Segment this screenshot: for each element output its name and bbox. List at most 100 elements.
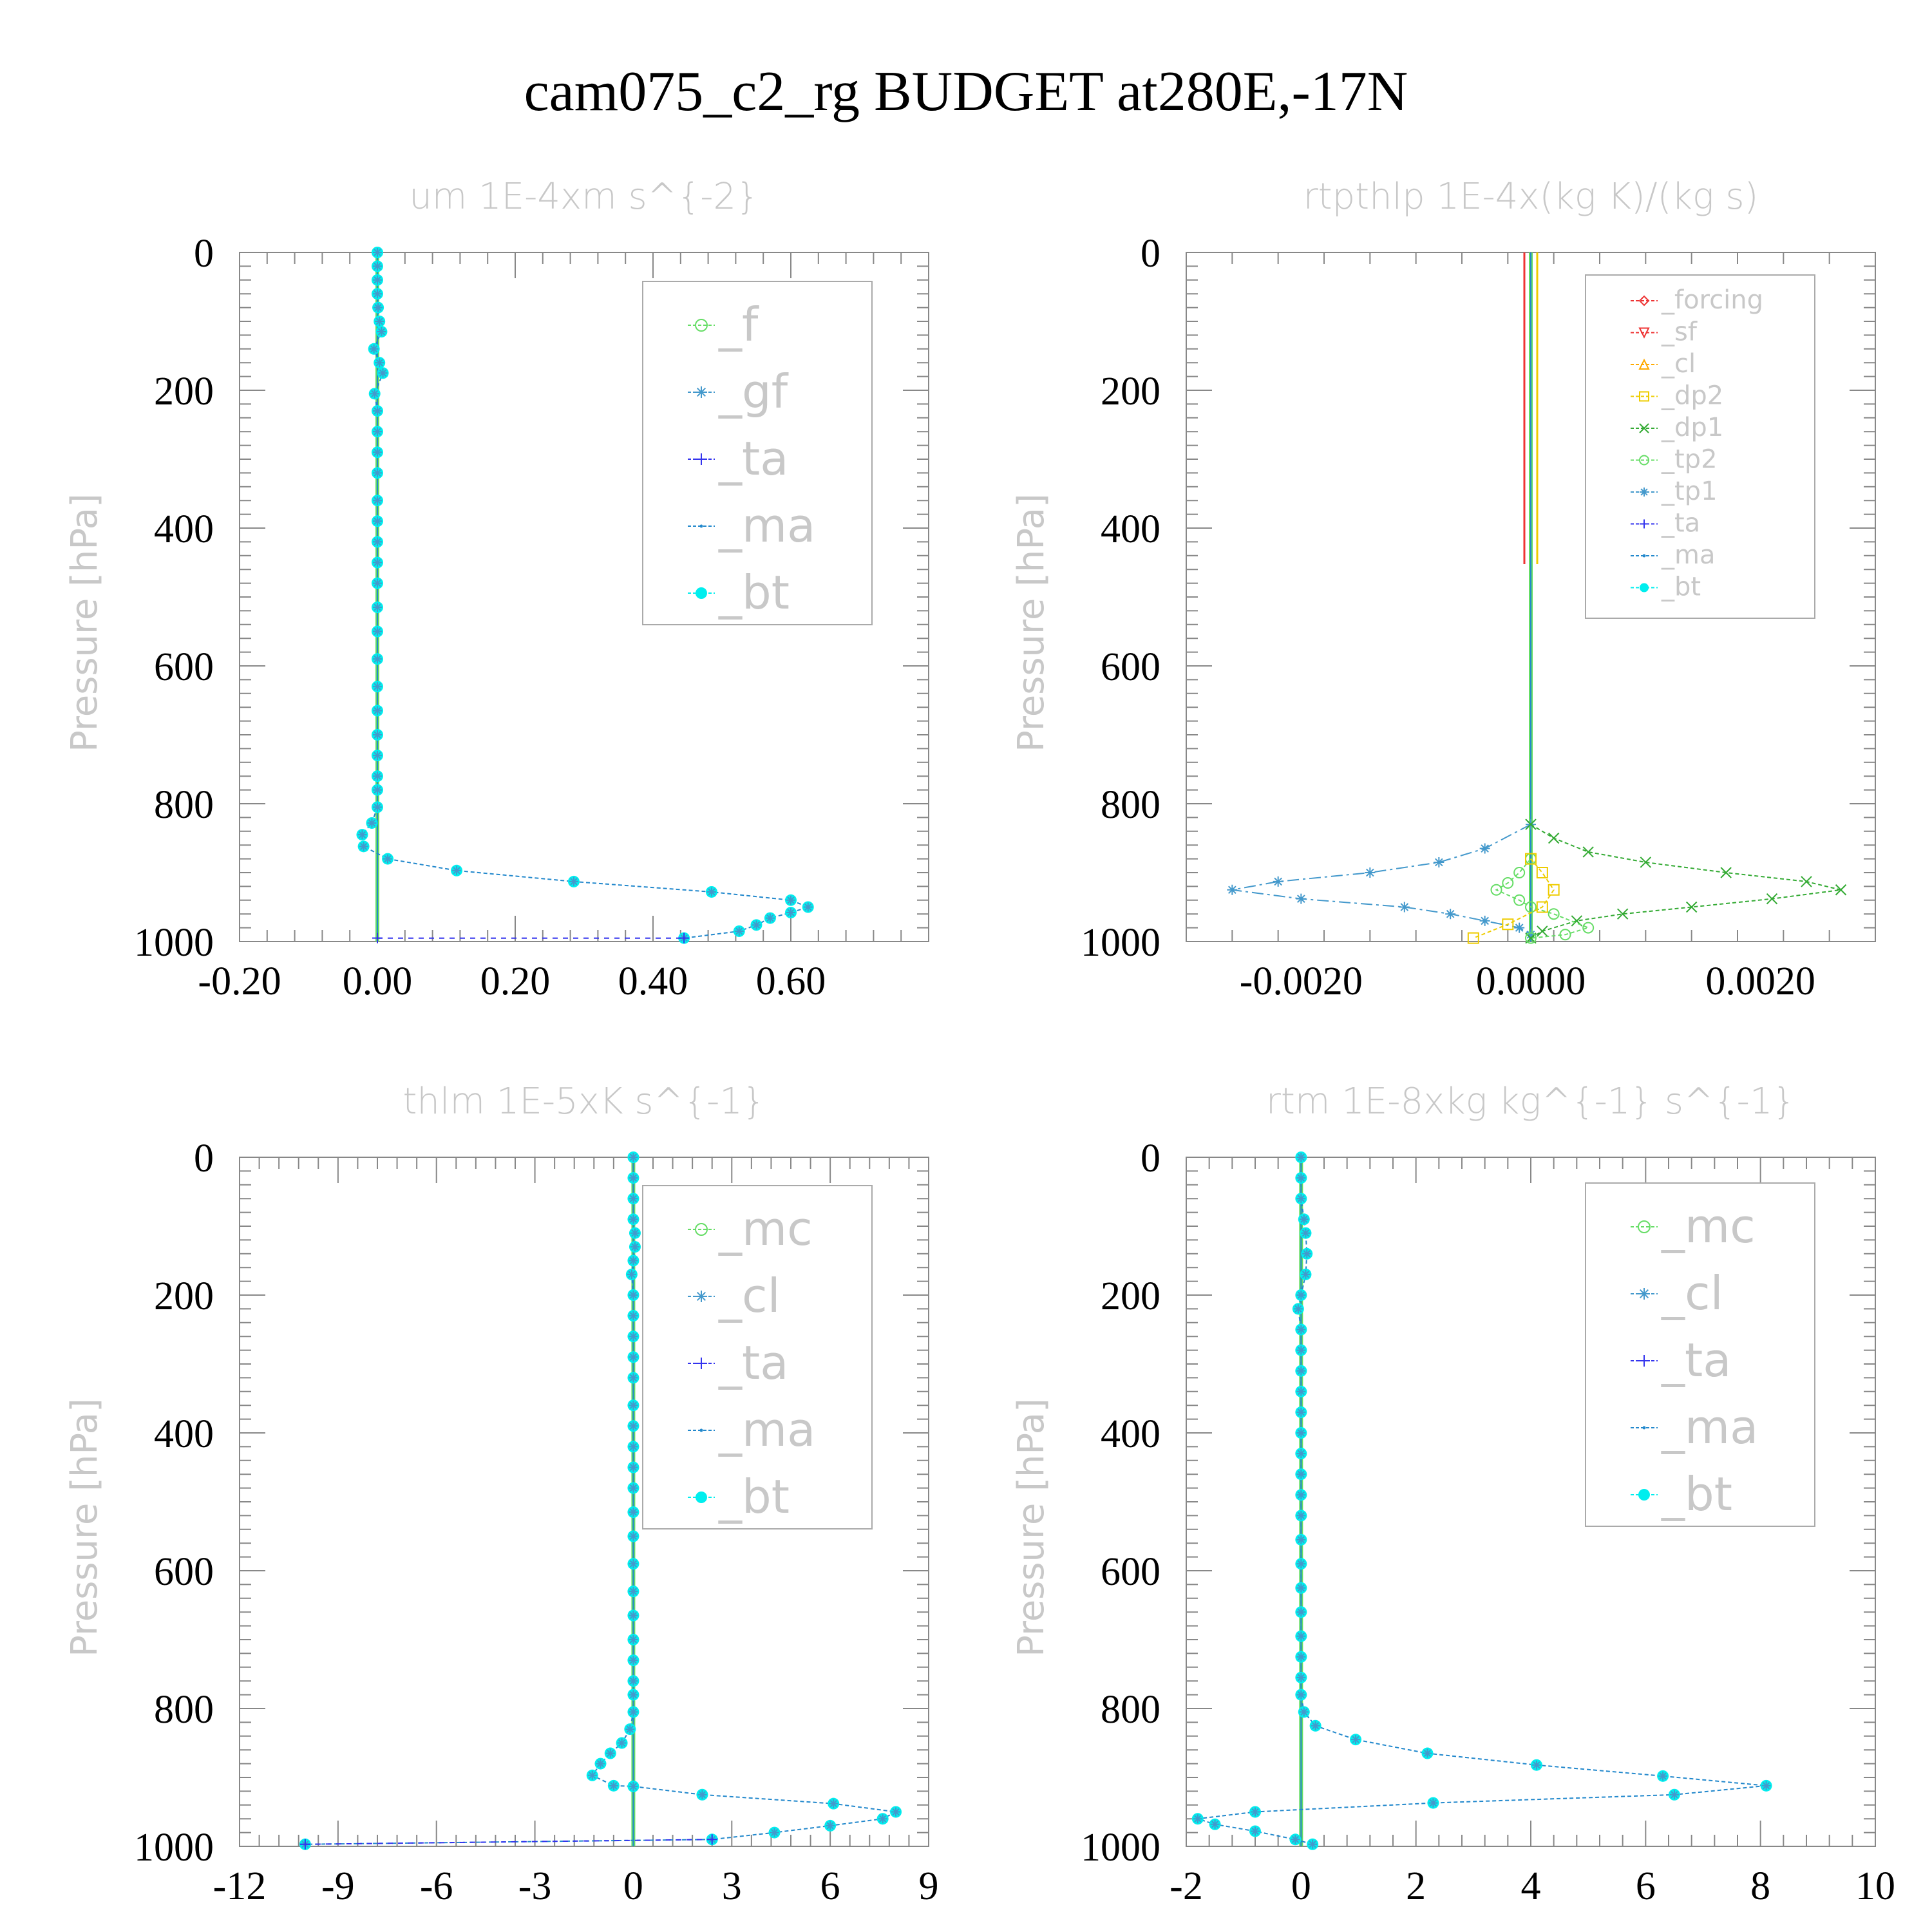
x-tick-label: 0.40 xyxy=(618,960,688,1003)
data-point-gf xyxy=(373,406,382,416)
data-point-gf xyxy=(625,1725,635,1734)
legend-marker xyxy=(696,1291,707,1302)
y-tick-label: 800 xyxy=(154,1688,214,1732)
data-point-gf xyxy=(629,1332,638,1341)
data-point-gf xyxy=(629,1442,638,1452)
data-point-dp1 xyxy=(1616,908,1629,920)
data-point-dp1 xyxy=(1525,819,1537,830)
data-point-gf xyxy=(1428,1798,1438,1808)
data-point-ta xyxy=(372,933,383,943)
data-point-dp2 xyxy=(1502,918,1514,931)
x-tick-label: 0.20 xyxy=(480,960,551,1003)
legend-marker xyxy=(1638,358,1650,370)
data-point-gf xyxy=(587,1770,597,1780)
legend-marker xyxy=(696,1358,707,1369)
legend-marker xyxy=(1638,1489,1650,1501)
legend-marker xyxy=(1640,488,1649,497)
data-point-gf xyxy=(373,275,382,285)
data-point-gf xyxy=(1761,1781,1771,1790)
data-point-gf xyxy=(629,1256,638,1265)
data-point-gf xyxy=(373,427,382,437)
x-tick-label: 0.0020 xyxy=(1705,960,1815,1003)
data-point-gf xyxy=(370,389,379,399)
data-point-gf xyxy=(1351,1735,1361,1745)
data-point-gf xyxy=(1301,1228,1311,1238)
y-tick-label: 0 xyxy=(1141,1137,1160,1180)
data-point-gf xyxy=(752,920,761,930)
data-point-gf xyxy=(373,802,382,812)
legend-label: _ma xyxy=(1661,540,1715,570)
legend: _forcing_sf_cl_dp2_dp1 _tp2_tp1 _ta_ma _bt xyxy=(1585,274,1815,619)
data-point-gf xyxy=(629,1611,638,1620)
y-axis-label: Pressure [hPa] xyxy=(64,493,106,752)
data-point-gf xyxy=(373,654,382,664)
data-point-gf xyxy=(826,1821,835,1830)
x-tick-label: 10 xyxy=(1855,1864,1895,1908)
y-tick-label: 200 xyxy=(154,1274,214,1318)
legend-marker xyxy=(1638,1220,1651,1233)
y-tick-label: 1000 xyxy=(1081,921,1160,965)
data-point-gf xyxy=(629,1194,638,1204)
data-point-gf xyxy=(373,448,382,457)
data-point-gf xyxy=(359,842,368,851)
legend-label: _ta xyxy=(718,1336,788,1390)
data-point-gf xyxy=(829,1799,838,1808)
data-point-tp2 xyxy=(1559,929,1571,941)
data-point-gf xyxy=(605,1748,615,1758)
y-tick-label: 200 xyxy=(1101,370,1160,413)
data-point-gf xyxy=(891,1807,901,1817)
data-point-dp2 xyxy=(1536,867,1548,878)
data-point-tp2 xyxy=(1490,884,1502,896)
data-point-tp1 xyxy=(1514,922,1525,933)
legend-marker xyxy=(695,1223,708,1236)
y-axis-label: Pressure [hPa] xyxy=(1010,1398,1052,1657)
x-tick-label: 6 xyxy=(1636,1864,1656,1908)
legend-label: _cl xyxy=(1661,1266,1723,1320)
panel-title: thlm 1E-5xK s^{-1} xyxy=(402,1081,765,1122)
data-point-dp1 xyxy=(1720,867,1732,878)
x-tick-label: 0.60 xyxy=(756,960,826,1003)
data-point-gf xyxy=(373,261,382,271)
data-point-gf xyxy=(1296,1535,1306,1544)
legend-label: _bt xyxy=(1661,1467,1732,1521)
data-point-tp2 xyxy=(1513,867,1526,878)
data-point-gf xyxy=(373,627,382,636)
data-point-gf xyxy=(1658,1771,1668,1781)
data-point-gf xyxy=(1296,1291,1306,1300)
legend-box xyxy=(1585,1182,1815,1527)
legend-marker xyxy=(1640,519,1649,529)
y-tick-label: 1000 xyxy=(1081,1826,1160,1870)
legend-label: _cl xyxy=(718,1269,781,1323)
y-tick-label: 1000 xyxy=(134,921,214,965)
data-point-gf xyxy=(1251,1807,1260,1817)
data-point-gf xyxy=(629,1690,638,1700)
data-point-gf xyxy=(629,1352,638,1362)
data-point-gf xyxy=(629,1531,638,1541)
chart-panel-3: thlm 1E-5xK s^{-1} 0 200 400 600 800 1000-12 -9… xyxy=(64,1081,939,1908)
x-tick-label: 6 xyxy=(820,1864,840,1908)
data-point-gf xyxy=(1296,1672,1306,1682)
legend-marker xyxy=(1642,1426,1646,1430)
data-point-dp1 xyxy=(1835,884,1847,896)
panel-title: rtpthlp 1E-4x(kg K)/(kg s) xyxy=(1303,176,1759,218)
main-title: cam075_c2_rg BUDGET at280E,-17N xyxy=(524,61,1408,123)
legend-label: _bt xyxy=(1661,573,1701,602)
data-point-gf xyxy=(734,926,744,936)
data-point-dp2 xyxy=(1467,932,1479,944)
x-tick-label: 0 xyxy=(1291,1864,1311,1908)
legend-marker xyxy=(696,587,707,599)
x-tick-label: 3 xyxy=(722,1864,742,1908)
x-tick-label: -0.20 xyxy=(198,960,281,1003)
data-point-gf xyxy=(569,876,578,886)
data-point-gf xyxy=(629,1635,638,1644)
data-point-gf xyxy=(1296,1449,1306,1459)
data-point-tp1 xyxy=(1479,915,1490,926)
data-point-gf xyxy=(373,682,382,692)
legend-marker xyxy=(1642,554,1646,558)
data-point-tp2 xyxy=(1548,908,1560,920)
data-point-gf xyxy=(629,1587,638,1596)
data-point-gf xyxy=(1296,1559,1306,1569)
legend-label: _ta xyxy=(1661,1333,1731,1387)
legend-marker xyxy=(699,1428,703,1432)
